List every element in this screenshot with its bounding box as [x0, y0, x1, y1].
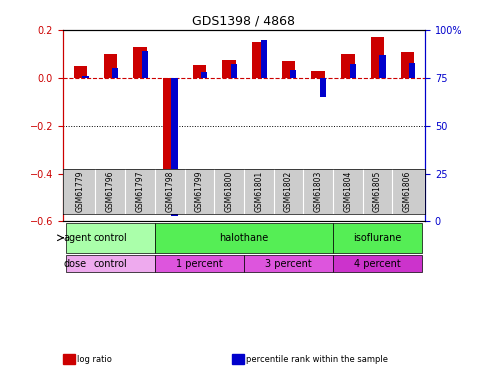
Bar	[282, 61, 295, 78]
Bar	[350, 64, 356, 78]
Text: GSM61800: GSM61800	[225, 171, 234, 212]
Text: control: control	[93, 259, 127, 269]
Bar	[409, 63, 415, 78]
Bar	[231, 64, 237, 78]
Text: agent: agent	[63, 233, 92, 243]
FancyBboxPatch shape	[333, 255, 422, 272]
Text: 3 percent: 3 percent	[265, 259, 312, 269]
Bar	[171, 78, 178, 216]
Bar	[201, 72, 207, 78]
Text: GSM61799: GSM61799	[195, 171, 204, 213]
Bar	[193, 65, 206, 78]
Text: GSM61796: GSM61796	[106, 171, 115, 213]
Bar	[133, 47, 147, 78]
Bar	[400, 51, 414, 78]
Bar	[312, 70, 325, 78]
FancyBboxPatch shape	[155, 223, 333, 253]
Text: isoflurane: isoflurane	[354, 233, 402, 243]
Bar	[371, 37, 384, 78]
Bar	[104, 54, 117, 78]
Bar	[163, 78, 176, 210]
Text: GSM61802: GSM61802	[284, 171, 293, 212]
Bar	[260, 40, 267, 78]
Bar	[252, 42, 266, 78]
Text: GSM61798: GSM61798	[165, 171, 174, 212]
Text: GSM61805: GSM61805	[373, 171, 382, 212]
Text: GSM61797: GSM61797	[136, 171, 144, 213]
Text: log ratio: log ratio	[77, 355, 112, 364]
Text: control: control	[93, 233, 127, 243]
Bar	[320, 78, 326, 97]
Bar	[83, 76, 88, 78]
Title: GDS1398 / 4868: GDS1398 / 4868	[192, 15, 296, 27]
Bar	[379, 55, 385, 78]
FancyBboxPatch shape	[333, 223, 422, 253]
Text: GSM61779: GSM61779	[76, 171, 85, 213]
Text: percentile rank within the sample: percentile rank within the sample	[246, 355, 388, 364]
Bar	[222, 60, 236, 78]
Text: GSM61803: GSM61803	[313, 171, 323, 212]
Text: 1 percent: 1 percent	[176, 259, 223, 269]
Text: 4 percent: 4 percent	[354, 259, 401, 269]
Text: halothane: halothane	[219, 233, 269, 243]
Bar	[290, 70, 297, 78]
Bar	[341, 54, 355, 78]
FancyBboxPatch shape	[155, 255, 244, 272]
FancyBboxPatch shape	[66, 255, 155, 272]
Bar	[142, 51, 148, 78]
Text: dose: dose	[63, 259, 86, 269]
FancyBboxPatch shape	[66, 223, 155, 253]
Bar	[74, 66, 87, 78]
FancyBboxPatch shape	[244, 255, 333, 272]
Bar	[112, 68, 118, 78]
Text: GSM61806: GSM61806	[403, 171, 412, 212]
Text: GSM61804: GSM61804	[343, 171, 352, 212]
Text: GSM61801: GSM61801	[254, 171, 263, 212]
